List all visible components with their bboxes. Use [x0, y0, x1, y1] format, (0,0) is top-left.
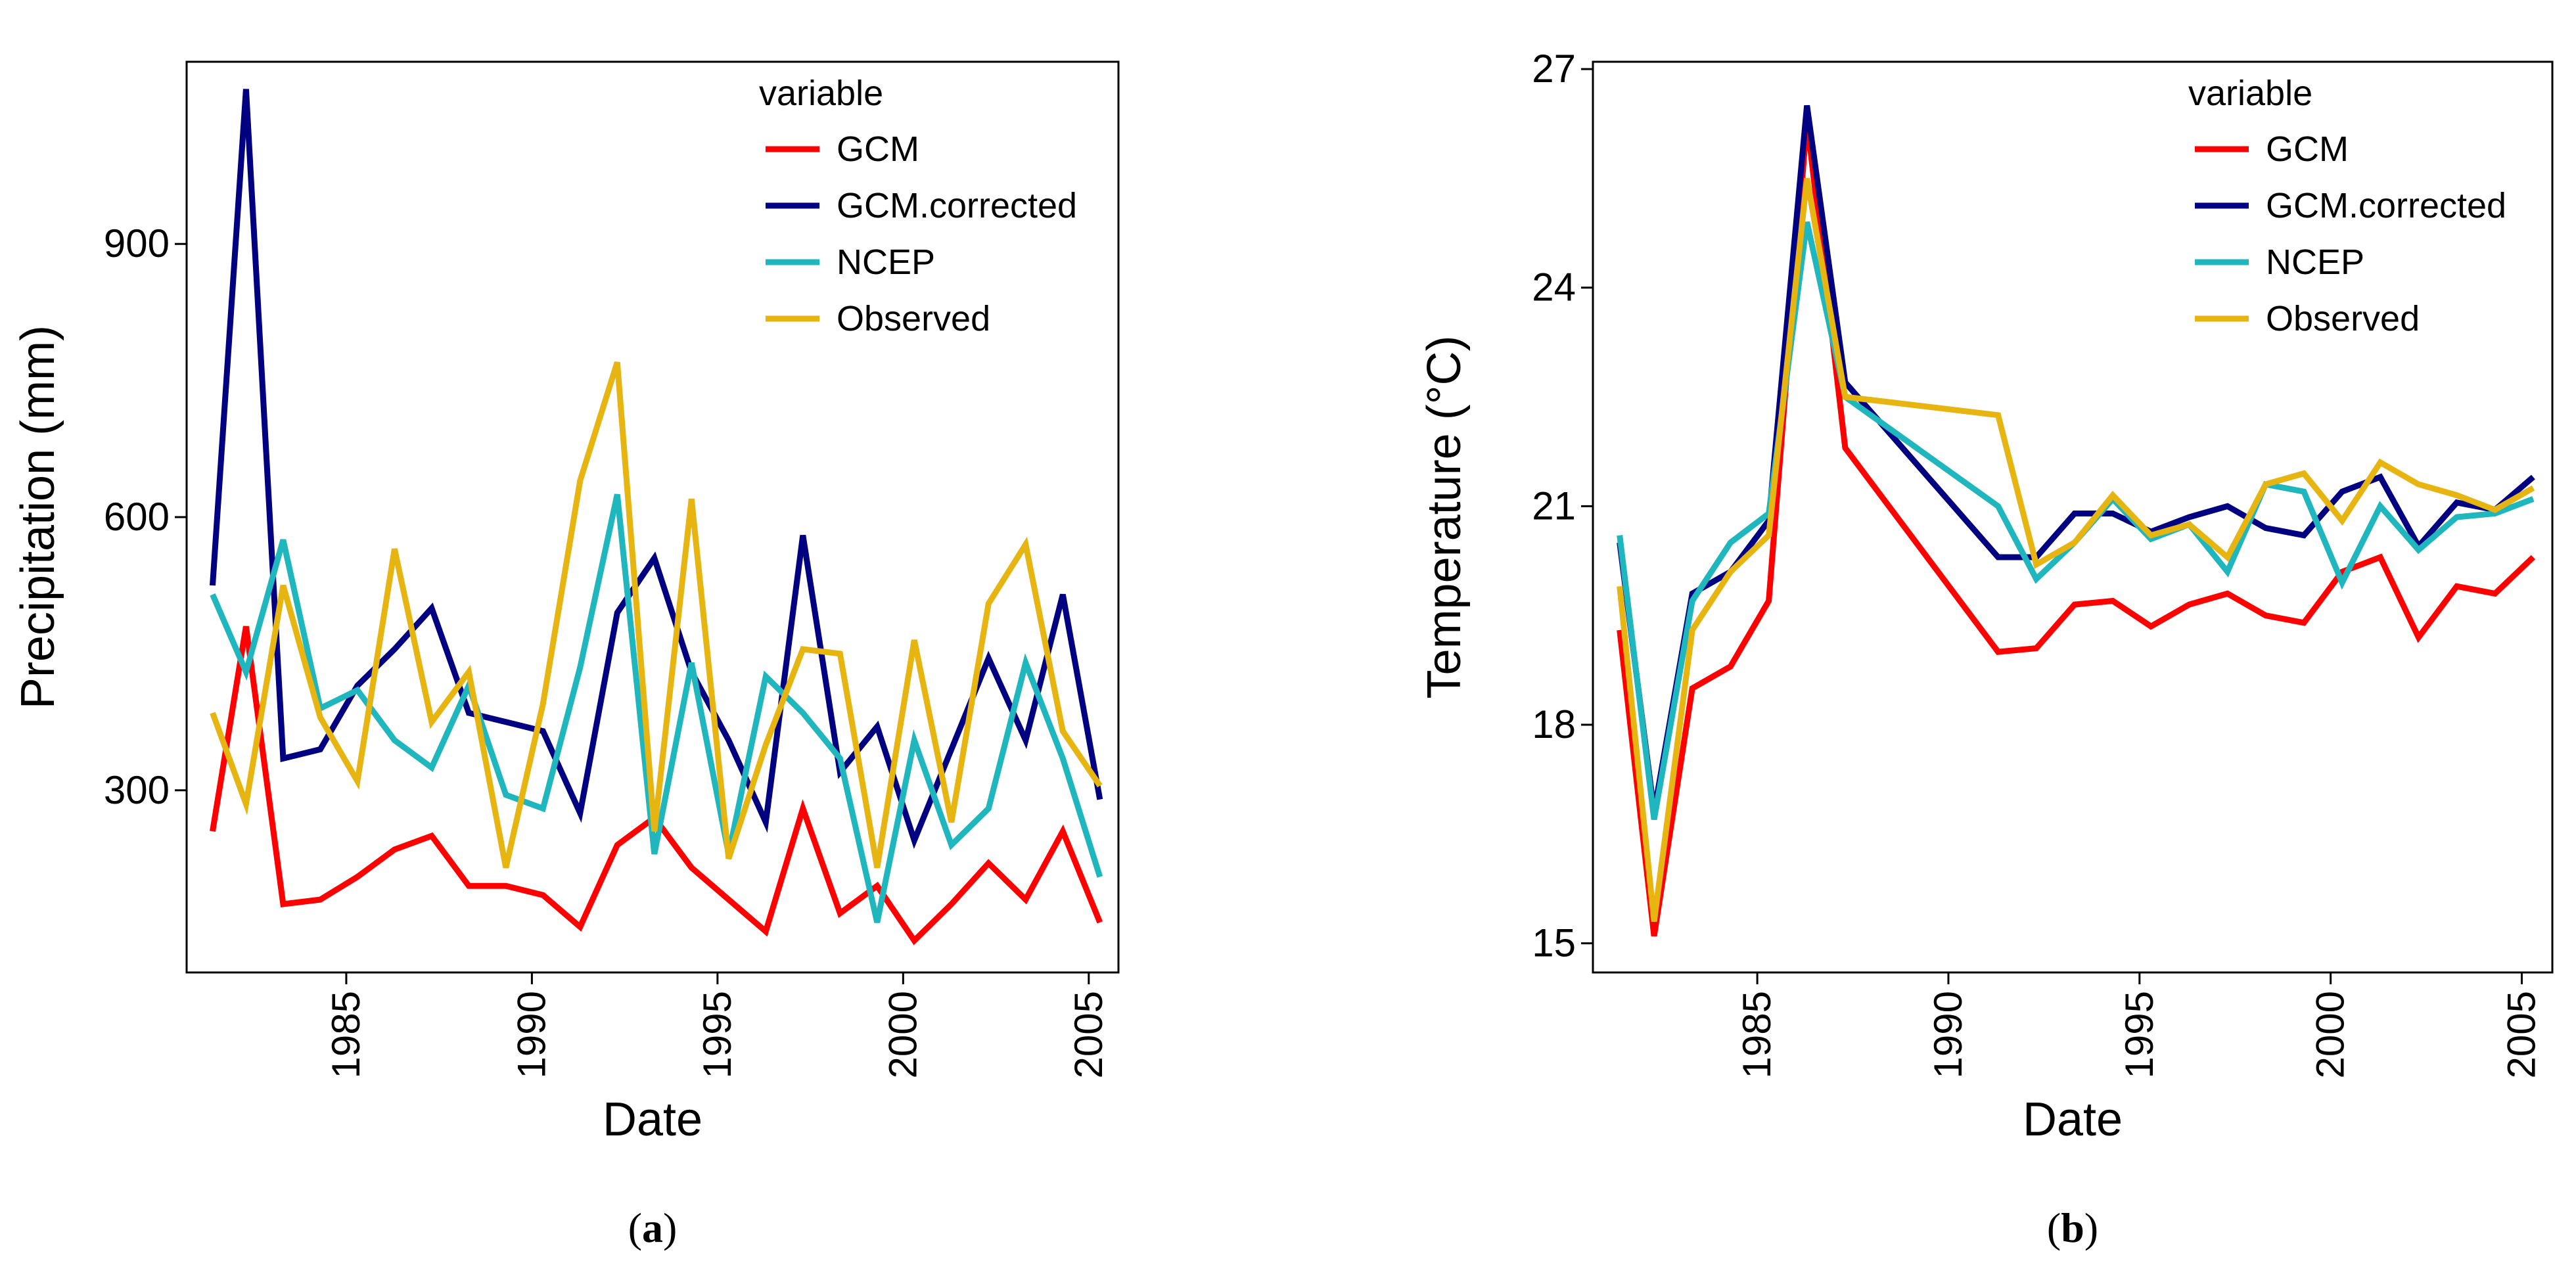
- legend-title: variable: [759, 74, 883, 113]
- chart-panel-b: 15 18 21 24 27 1985 1990 1995 2000 2005 Date Temper…: [1418, 47, 2554, 1251]
- y-tick-label: 300: [104, 768, 170, 812]
- y-tick-label: 900: [104, 221, 170, 265]
- series-line-observed: [210, 361, 1103, 869]
- series-line-ncep: [210, 493, 1103, 923]
- series-line-gcm: [1617, 120, 2536, 937]
- panel-caption: (a): [628, 1204, 678, 1251]
- y-tick-label: 27: [1532, 47, 1576, 91]
- series-line-gcm-corrected: [210, 89, 1103, 850]
- legend-label: NCEP: [837, 242, 935, 282]
- x-tick-label: 1990: [509, 991, 553, 1078]
- y-axis-title: Precipitation (mm): [12, 325, 64, 709]
- x-axis-title: Date: [2023, 1093, 2123, 1146]
- legend-label: NCEP: [2266, 242, 2364, 282]
- x-tick-label: 1995: [695, 991, 739, 1078]
- x-tick-label: 2000: [881, 991, 925, 1078]
- legend-label: Observed: [2266, 299, 2420, 338]
- series-line-gcm: [210, 626, 1103, 946]
- legend-label: GCM: [837, 129, 919, 169]
- legend-title: variable: [2188, 74, 2312, 113]
- y-axis-title: Temperature (°C): [1418, 336, 1471, 699]
- legend: variable GCM GCM.corrected NCEP Observed: [2188, 74, 2506, 338]
- legend-label: Observed: [837, 299, 990, 338]
- plot-frame: [1592, 60, 2554, 974]
- legend: variable GCM GCM.corrected NCEP Observed: [759, 74, 1077, 338]
- legend-label: GCM.corrected: [837, 186, 1077, 225]
- y-tick-label: 15: [1532, 921, 1576, 965]
- x-tick-label: 1985: [324, 991, 368, 1078]
- x-tick-label: 1990: [1926, 991, 1970, 1078]
- x-tick-label: 1995: [2117, 991, 2161, 1078]
- legend-label: GCM.corrected: [2266, 186, 2506, 225]
- y-tick-label: 18: [1532, 702, 1576, 746]
- y-tick-label: 24: [1532, 265, 1576, 309]
- y-tick-label: 600: [104, 495, 170, 539]
- x-tick-label: 2005: [2499, 991, 2543, 1078]
- x-axis-title: Date: [603, 1093, 702, 1146]
- y-tick-label: 21: [1532, 484, 1576, 528]
- chart-panel-a: 300 600 900 1985 1990 1995 2000 2005 Date Precipi…: [12, 60, 1120, 1251]
- legend-label: GCM: [2266, 129, 2349, 169]
- x-tick-label: 2005: [1067, 991, 1111, 1078]
- x-tick-label: 1985: [1735, 991, 1779, 1078]
- x-tick-label: 2000: [2309, 991, 2353, 1078]
- panel-caption: (b): [2047, 1204, 2098, 1251]
- series-line-observed: [1617, 177, 2535, 922]
